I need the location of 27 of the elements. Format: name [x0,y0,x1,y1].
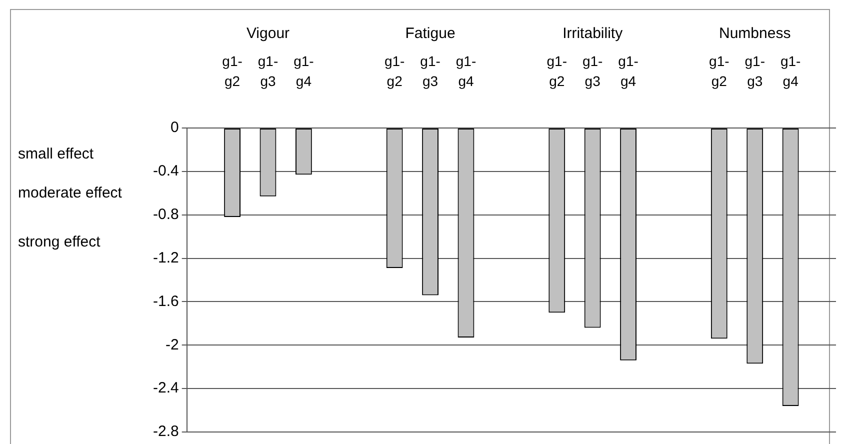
text: g1-g2 [222,52,243,89]
x-tick-label: Irritability [562,25,624,42]
text: g1-g3 [744,52,765,89]
text: g1-g3 [258,52,278,89]
y-tick-label: -2.4 [152,380,179,397]
text: g1-g4 [294,52,314,89]
text: g1-g2 [546,52,567,89]
text: moderate effect [18,184,122,202]
x-tick-label: Numbness [719,25,791,42]
text: g1-g2 [384,52,405,89]
x-tick-label: Fatigue [405,25,456,42]
y-tick-label: -0.4 [152,162,179,180]
text: small effect [18,146,94,162]
text: g1-g3 [582,52,603,89]
y-tick-label: -1.2 [152,249,179,266]
y-tick-label: -0.8 [152,206,179,223]
y-tick-label: -2 [166,336,179,354]
text: g1-g2 [709,52,730,89]
y-tick-label: 0 [170,119,179,136]
y-tick-label: -2.8 [152,423,179,440]
text: g1-g3 [420,52,440,89]
text: strong effect [18,234,100,250]
text: g1-g4 [780,52,801,89]
y-tick-label: -1.6 [152,292,179,310]
text: g1-g4 [618,52,638,89]
x-tick-label: Vigour [246,25,290,42]
text: g1-g4 [456,52,476,89]
